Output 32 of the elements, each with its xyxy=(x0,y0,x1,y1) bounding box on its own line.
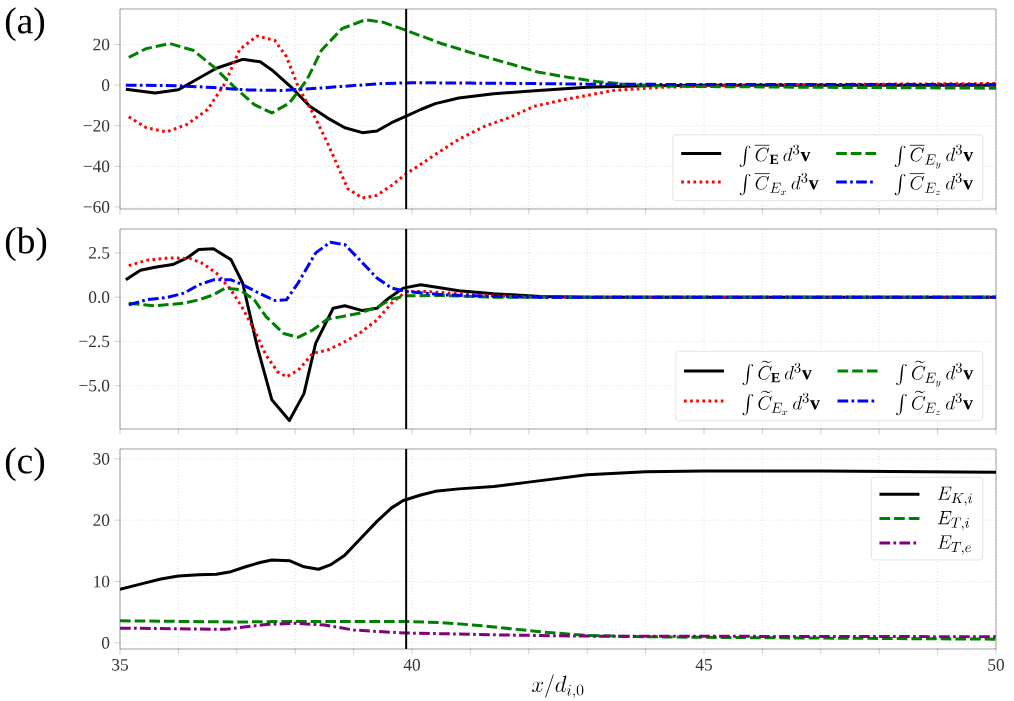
legend-label: $E_{K,i}$ xyxy=(937,486,972,506)
x-tick-label: 45 xyxy=(695,659,712,671)
x-tick-label: 40 xyxy=(403,659,421,671)
y-tick-label: 10 xyxy=(94,575,110,588)
y-tick-label: −60 xyxy=(83,201,110,213)
legend-label: $\int \overline{C}_{E_z}\, d^3\mathbf{v}$ xyxy=(894,172,973,196)
y-tick-label: 20 xyxy=(93,514,110,527)
legend-label: $\int \overline{C}_{\mathbf{E}}\, d^3\mathbf{v}$ xyxy=(739,144,811,167)
y-tick-label: −2.5 xyxy=(79,335,110,348)
x-tick-label: 35 xyxy=(112,659,128,671)
legend-label: $\int \overline{C}_{E_x}\, d^3\mathbf{v}$ xyxy=(739,172,819,196)
chart-title: (a) xyxy=(5,7,45,42)
y-tick-label: 20 xyxy=(93,38,110,51)
y-tick-label: 0.0 xyxy=(88,291,110,304)
y-tick-label: 0 xyxy=(101,637,110,649)
y-tick-label: −20 xyxy=(83,119,110,132)
y-tick-label: 2.5 xyxy=(89,247,110,259)
legend-label: $E_{T,i}$ xyxy=(937,511,969,531)
y-tick-label: 0 xyxy=(101,79,110,91)
chart-title: (b) xyxy=(5,227,47,262)
legend-label: $E_{T,e}$ xyxy=(937,535,971,555)
y-tick-label: 30 xyxy=(93,452,110,465)
legend-label: $\int \widetilde{C}_{E_x}\, d^3\mathbf{v}$ xyxy=(742,390,821,416)
x-axis-title: $x/d_{i,0}$ xyxy=(532,674,584,699)
legend-label: $\int \overline{C}_{E_y}\, d^3\mathbf{v}$ xyxy=(894,144,974,169)
legend-label: $\int \widetilde{C}_{\mathbf{E}}\, d^3\mathbf{v}$ xyxy=(742,360,812,386)
x-tick-label: 50 xyxy=(988,659,1005,671)
chart-title: (c) xyxy=(5,447,45,482)
y-tick-label: −40 xyxy=(83,160,110,173)
legend-label: $\int \widetilde{C}_{E_z}\, d^3\mathbf{v}$ xyxy=(896,390,973,416)
y-tick-label: −5.0 xyxy=(79,379,110,392)
legend-label: $\int \widetilde{C}_{E_y}\, d^3\mathbf{v}$ xyxy=(896,360,974,387)
